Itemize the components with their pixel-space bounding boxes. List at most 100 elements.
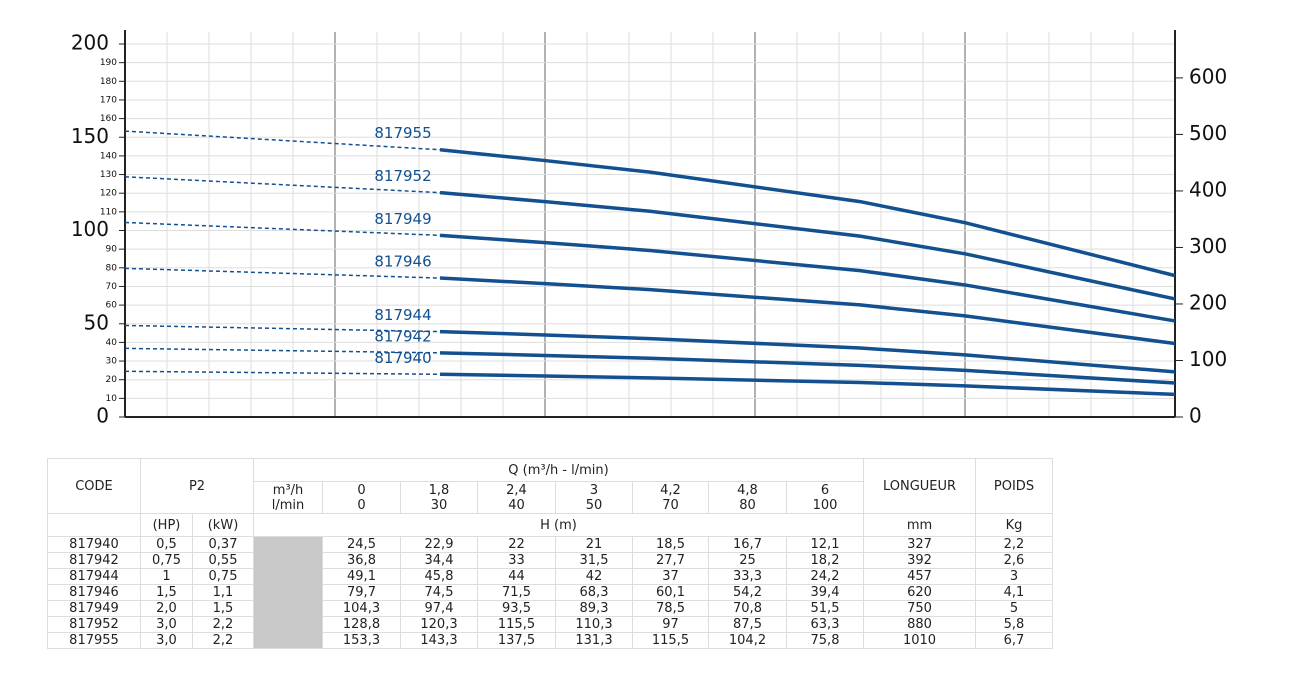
table-cell: 16,7 [708,536,787,553]
table-cell: 22,9 [400,536,478,553]
table-cell: 24,5 [322,536,401,553]
q-cell: 3 50 [555,481,633,514]
q-lmin: 100 [812,497,838,513]
y2-tick-label: 500 [1189,121,1227,145]
y-tick-label: 140 [100,151,117,161]
table-cell: 39,4 [786,584,864,601]
table-cell: 18,2 [786,552,864,569]
table-cell: 51,5 [786,600,864,617]
q-lmin: 80 [739,497,756,513]
mm-header: mm [863,513,976,537]
table-cell: 620 [863,584,976,601]
table-cell: 70,8 [708,600,787,617]
unit: m³/h [272,482,304,498]
series-label: 817949 [374,210,431,228]
table-cell: 5,8 [975,616,1053,633]
data-row: 817944 1 0,75 49,1 45,8 44 42 37 33,3 24,2 457 3 [47,568,1053,585]
series-label: 817946 [374,253,431,271]
curve [439,276,1176,346]
table-cell: 3 [975,568,1053,585]
data-row: 817946 1,5 1,1 79,7 74,5 71,5 68,3 60,1 54,2 39,4… [47,584,1053,601]
data-table: CODE P2 Q (m³/h - l/min) LONGUEUR POIDS … [47,458,1053,649]
q-m3h: 3 [589,482,599,498]
table-cell: 54,2 [708,584,787,601]
y-tick-label: 100 [71,217,109,241]
curve-extrapolated [124,221,441,237]
y2-tick-label: 600 [1189,64,1227,88]
table-cell: 87,5 [708,616,787,633]
table-cell: 115,5 [477,616,556,633]
table-cell: 18,5 [632,536,709,553]
curve [439,233,1176,323]
table-cell: 110,3 [555,616,633,633]
header-row: CODE P2 Q (m³/h - l/min) LONGUEUR POIDS [47,458,1053,514]
curve [439,329,1176,374]
table-cell: 131,3 [555,632,633,649]
q-lmin: 50 [585,497,603,513]
y-tick-label: 80 [106,263,118,273]
q-lmin: 70 [662,497,679,513]
table-cell: 2,2 [192,632,254,649]
y-tick-label: 110 [100,207,117,217]
curve-extrapolated [124,347,441,354]
table-cell: 78,5 [632,600,709,617]
table-cell: 817944 [47,568,141,585]
table-cell: 97 [632,616,709,633]
curve-extrapolated [124,130,441,151]
table-cell: 104,3 [322,600,401,617]
table-cell: 93,5 [477,600,556,617]
y-tick-label: 90 [106,245,118,255]
table-cell: 2,0 [140,600,193,617]
curve [439,190,1176,301]
y-tick-label: 40 [106,338,118,348]
q-units: m³/h l/min [253,481,323,514]
table-cell: 115,5 [632,632,709,649]
table-cell: 817949 [47,600,141,617]
table-cell: 880 [863,616,976,633]
series-label: 817940 [374,349,431,367]
curve [439,372,1176,397]
empty-cell [47,513,141,537]
table-cell: 49,1 [322,568,401,585]
table-cell: 22 [477,536,556,553]
y-tick-label: 180 [100,77,117,87]
q-cell: 2,4 40 [477,481,556,514]
y-tick-label: 150 [71,124,109,148]
data-row: 817949 2,0 1,5 104,3 97,4 93,5 89,3 78,5 70,8 51,… [47,600,1053,617]
table-cell: 143,3 [400,632,478,649]
unit-row: (HP) (kW) H (m) mm Kg [47,513,1053,537]
table-cell: 12,1 [786,536,864,553]
table-cell: 120,3 [400,616,478,633]
table-cell: 79,7 [322,584,401,601]
table-cell: 1,5 [140,584,193,601]
table-cell: 44 [477,568,556,585]
q-m3h: 4,8 [737,482,758,498]
table-cell: 457 [863,568,976,585]
table-cell: 27,7 [632,552,709,569]
table-cell: 31,5 [555,552,633,569]
y-tick-label: 20 [106,375,118,385]
y-tick-label: 120 [100,189,117,199]
y-tick-label: 200 [71,31,109,55]
data-row: 817942 0,75 0,55 36,8 34,4 33 31,5 27,7 25 18,2 39… [47,552,1053,569]
kw-header: (kW) [192,513,254,537]
gray-cell [253,536,323,649]
table-cell: 817942 [47,552,141,569]
y2-tick-label: 0 [1189,404,1202,428]
code-header: CODE [47,458,141,514]
table-cell: 0,37 [192,536,254,553]
curve-extrapolated [124,176,441,194]
y-tick-label: 30 [106,357,118,367]
table-cell: 33 [477,552,556,569]
p2-header: P2 [140,458,254,514]
table-cell: 42 [555,568,633,585]
table-cell: 97,4 [400,600,478,617]
table-cell: 33,3 [708,568,787,585]
y-tick-label: 160 [100,114,117,124]
q-lmin: 30 [430,497,448,513]
table-cell: 327 [863,536,976,553]
table-cell: 0,5 [140,536,193,553]
table-cell: 817940 [47,536,141,553]
table-cell: 104,2 [708,632,787,649]
